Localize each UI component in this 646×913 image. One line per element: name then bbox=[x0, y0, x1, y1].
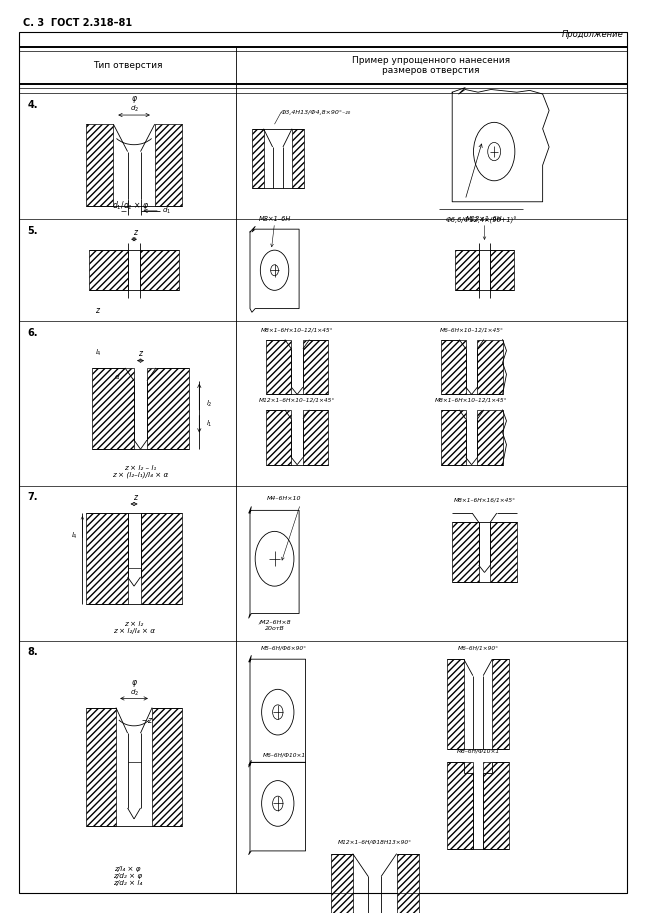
Text: z: z bbox=[138, 349, 143, 358]
Text: φ: φ bbox=[132, 94, 136, 103]
Bar bbox=[477, 340, 503, 394]
Text: $l_4$: $l_4$ bbox=[96, 348, 102, 359]
Text: z: z bbox=[132, 493, 137, 502]
Bar bbox=[92, 368, 134, 449]
Bar bbox=[483, 762, 509, 849]
Bar bbox=[447, 659, 464, 749]
Text: M12×1–6H×10–12/1×45°: M12×1–6H×10–12/1×45° bbox=[259, 398, 335, 403]
Text: M8×1–6H×10–12/1×45°: M8×1–6H×10–12/1×45° bbox=[435, 398, 508, 403]
Bar bbox=[492, 659, 509, 749]
Bar bbox=[152, 708, 183, 826]
Text: M8×1–6H: M8×1–6H bbox=[258, 215, 291, 222]
Text: Продолжение: Продолжение bbox=[561, 30, 623, 39]
Text: $l_1$: $l_1$ bbox=[205, 418, 213, 429]
Text: M8×1–6H×16/1×45°: M8×1–6H×16/1×45° bbox=[453, 498, 516, 502]
Text: Ф6,6/Ф12,4×(90+1)°: Ф6,6/Ф12,4×(90+1)° bbox=[446, 216, 517, 224]
Text: 4.: 4. bbox=[27, 100, 37, 110]
Text: $l_4$: $l_4$ bbox=[71, 530, 78, 541]
Bar bbox=[147, 368, 189, 449]
Text: z × l₂ – l₁
z × (l₂–l₁)/l₄ × α: z × l₂ – l₁ z × (l₂–l₁)/l₄ × α bbox=[112, 465, 169, 478]
Text: /M2–6H×8
20отB: /M2–6H×8 20отB bbox=[258, 620, 291, 631]
Text: z: z bbox=[132, 228, 137, 237]
Bar bbox=[85, 513, 128, 604]
Text: M4–6H×10: M4–6H×10 bbox=[267, 497, 302, 501]
Text: Пример упрощенного нанесения
размеров отверстия: Пример упрощенного нанесения размеров от… bbox=[352, 56, 510, 76]
Bar bbox=[303, 410, 328, 465]
Text: Тип отверстия: Тип отверстия bbox=[93, 61, 162, 70]
Bar bbox=[397, 854, 419, 913]
Text: z: z bbox=[96, 306, 99, 315]
Bar bbox=[490, 250, 514, 290]
Bar bbox=[455, 250, 479, 290]
Bar bbox=[477, 410, 503, 465]
Bar bbox=[266, 410, 291, 465]
Bar bbox=[441, 410, 466, 465]
Text: M8–6H/Ф10×1: M8–6H/Ф10×1 bbox=[457, 749, 499, 753]
Bar bbox=[85, 708, 116, 826]
Text: M12×1–6H/Ф18H13×90°: M12×1–6H/Ф18H13×90° bbox=[338, 840, 412, 845]
Text: α: α bbox=[115, 374, 120, 380]
Bar bbox=[447, 762, 473, 849]
Bar bbox=[331, 854, 353, 913]
Text: Ф3,4H13/Ф4,8×90°₋₂₀: Ф3,4H13/Ф4,8×90°₋₂₀ bbox=[281, 110, 351, 115]
Text: $d_1$: $d_1$ bbox=[163, 205, 172, 216]
Text: M8×1–6H×10–12/1×45°: M8×1–6H×10–12/1×45° bbox=[261, 328, 333, 332]
Text: 5.: 5. bbox=[27, 226, 37, 236]
Bar bbox=[85, 124, 114, 206]
Text: $l_2$: $l_2$ bbox=[205, 398, 213, 409]
Text: $d_1/d_2$ × φ: $d_1/d_2$ × φ bbox=[112, 199, 150, 212]
Text: 6.: 6. bbox=[27, 328, 37, 338]
Text: M6–6H×10–12/1×45°: M6–6H×10–12/1×45° bbox=[439, 328, 504, 332]
Text: φ: φ bbox=[132, 677, 136, 687]
Text: M6–6H/Ф10×1: M6–6H/Ф10×1 bbox=[263, 753, 306, 758]
Bar bbox=[490, 522, 517, 582]
Bar bbox=[252, 129, 264, 188]
Text: 7.: 7. bbox=[27, 492, 37, 502]
Text: $d_2$: $d_2$ bbox=[129, 103, 139, 114]
Bar bbox=[266, 340, 291, 394]
Text: 8.: 8. bbox=[27, 647, 37, 657]
Bar bbox=[89, 250, 128, 290]
Text: M5–6H/Ф6×90°: M5–6H/Ф6×90° bbox=[261, 646, 307, 651]
Bar bbox=[140, 250, 180, 290]
Bar bbox=[155, 124, 183, 206]
Bar bbox=[141, 513, 183, 604]
Text: M6–6H/1×90°: M6–6H/1×90° bbox=[457, 645, 499, 650]
Text: M12×1–6H: M12×1–6H bbox=[466, 215, 503, 222]
Text: С. 3  ГОСТ 2.318–81: С. 3 ГОСТ 2.318–81 bbox=[23, 18, 132, 27]
Text: $d_2$: $d_2$ bbox=[129, 687, 139, 698]
Bar bbox=[441, 340, 466, 394]
Text: z × l₂
z × l₂/l₄ × α: z × l₂ z × l₂/l₄ × α bbox=[113, 621, 155, 634]
Bar bbox=[303, 340, 328, 394]
Text: z: z bbox=[147, 716, 151, 725]
Text: z/l₄ × φ
z/d₂ × φ
z/d₂ × l₄: z/l₄ × φ z/d₂ × φ z/d₂ × l₄ bbox=[113, 866, 142, 886]
Bar bbox=[452, 522, 479, 582]
Bar bbox=[292, 129, 304, 188]
